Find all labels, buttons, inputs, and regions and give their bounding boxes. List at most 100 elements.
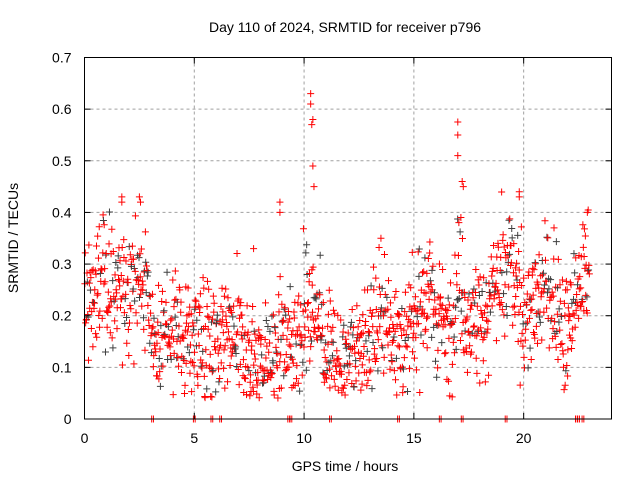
peak-point (135, 193, 143, 201)
data-point (358, 361, 366, 369)
data-point (274, 394, 282, 402)
data-point-secondary (171, 313, 179, 321)
data-point (445, 377, 453, 385)
data-point (458, 235, 466, 243)
data-point (190, 362, 198, 370)
data-point (552, 343, 560, 351)
data-point (301, 333, 309, 341)
data-point (284, 307, 292, 315)
data-point-secondary (570, 250, 578, 258)
data-point-secondary (245, 367, 253, 375)
data-point (422, 289, 430, 297)
data-point (306, 357, 314, 365)
data-point (91, 286, 99, 294)
data-point-secondary (303, 241, 311, 249)
data-point-secondary (199, 347, 207, 355)
data-point (388, 338, 396, 346)
data-point (195, 302, 203, 310)
data-point (504, 252, 512, 260)
data-point-secondary (266, 327, 274, 335)
data-point (167, 316, 175, 324)
peak-point (307, 90, 315, 98)
data-point (559, 363, 567, 371)
data-point (165, 340, 173, 348)
data-point (82, 319, 90, 327)
data-point-secondary (452, 345, 460, 353)
data-point (235, 295, 243, 303)
data-point-secondary (302, 249, 310, 257)
data-point (564, 304, 572, 312)
data-point (386, 299, 394, 307)
data-point (298, 371, 306, 379)
data-point (541, 217, 549, 225)
data-point (191, 348, 199, 356)
data-point (217, 359, 225, 367)
data-point (103, 323, 111, 331)
data-point (324, 322, 332, 330)
data-point (196, 290, 204, 298)
data-point-secondary (428, 333, 436, 341)
data-point (226, 361, 234, 369)
data-point (92, 270, 100, 278)
data-point (210, 299, 218, 307)
data-point-secondary (258, 351, 266, 359)
data-point (399, 383, 407, 391)
data-point (210, 308, 218, 316)
data-point (194, 330, 202, 338)
data-point (477, 324, 485, 332)
data-point-secondary (456, 228, 464, 236)
data-point-secondary (503, 268, 511, 276)
data-point (524, 318, 532, 326)
data-point (523, 290, 531, 298)
data-point-secondary (135, 254, 143, 262)
data-point-secondary (498, 269, 506, 277)
data-point (156, 368, 164, 376)
data-point (416, 298, 424, 306)
data-point (261, 335, 269, 343)
data-point-secondary (379, 344, 387, 352)
y-tick-label: 0.7 (52, 50, 72, 66)
data-point (159, 362, 167, 370)
data-point-secondary (374, 367, 382, 375)
data-point (297, 301, 305, 309)
data-point (138, 277, 146, 285)
data-point (516, 381, 524, 389)
data-point (463, 368, 471, 376)
data-point (579, 297, 587, 305)
data-point (532, 322, 540, 330)
data-point (271, 329, 279, 337)
data-point-secondary (233, 363, 241, 371)
data-point (509, 321, 517, 329)
data-point (238, 335, 246, 343)
data-point (205, 363, 213, 371)
data-point-secondary (212, 319, 220, 327)
data-point-secondary (454, 215, 462, 223)
data-point-secondary (213, 311, 221, 319)
data-point (523, 301, 531, 309)
data-point (447, 279, 455, 287)
data-point (255, 394, 263, 402)
data-point (409, 348, 417, 356)
data-point (370, 286, 378, 294)
data-point (529, 264, 537, 272)
data-point (389, 320, 397, 328)
data-point (424, 254, 432, 262)
data-point-secondary (392, 354, 400, 362)
data-point (350, 342, 358, 350)
data-point-secondary (506, 250, 514, 258)
data-point (368, 312, 376, 320)
data-point (165, 338, 173, 346)
data-point-secondary (203, 385, 211, 393)
data-point (221, 342, 229, 350)
data-point (120, 309, 128, 317)
data-point (556, 326, 564, 334)
data-point (362, 369, 370, 377)
data-point (298, 337, 306, 345)
data-point (515, 308, 523, 316)
data-point-secondary (146, 339, 154, 347)
data-point (293, 362, 301, 370)
data-point-secondary (156, 382, 164, 390)
data-point (374, 329, 382, 337)
data-point-secondary (553, 327, 561, 335)
data-point-secondary (541, 281, 549, 289)
